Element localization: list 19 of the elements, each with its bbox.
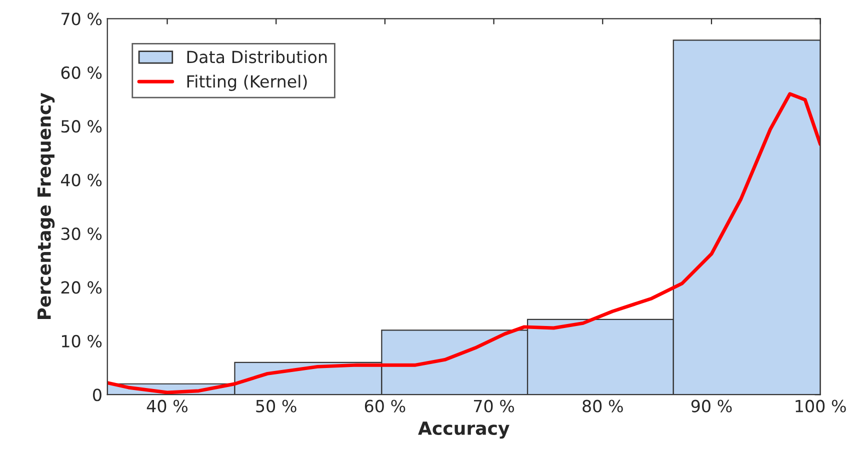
y-tick-label: 60 % [61,66,102,79]
y-tick-label: 20 % [61,281,102,294]
x-tick-label: 90 % [691,400,732,412]
y-tick-label: 0 [93,388,102,402]
x-tick-label: 70 % [474,400,514,412]
x-axis-title: Accuracy [418,422,510,439]
y-tick-label: 70 % [62,12,102,26]
y-tick-label: 40 % [60,174,102,186]
x-tick-label: 50 % [256,400,296,412]
x-tick-label: 100 % [796,400,846,412]
y-tick-label: 10 % [62,334,102,348]
legend-label: Fitting (Kernel) [187,74,307,91]
y-axis-title: Percentage Frequency [38,92,55,320]
x-tick-label: 80 % [582,400,623,412]
y-tick-label: 30 % [61,227,102,240]
x-tick-label: 60 % [364,400,406,412]
x-tick-label: 40 % [146,400,188,412]
legend-label: Data Distribution [187,50,327,64]
y-tick-label: 50 % [61,120,102,133]
